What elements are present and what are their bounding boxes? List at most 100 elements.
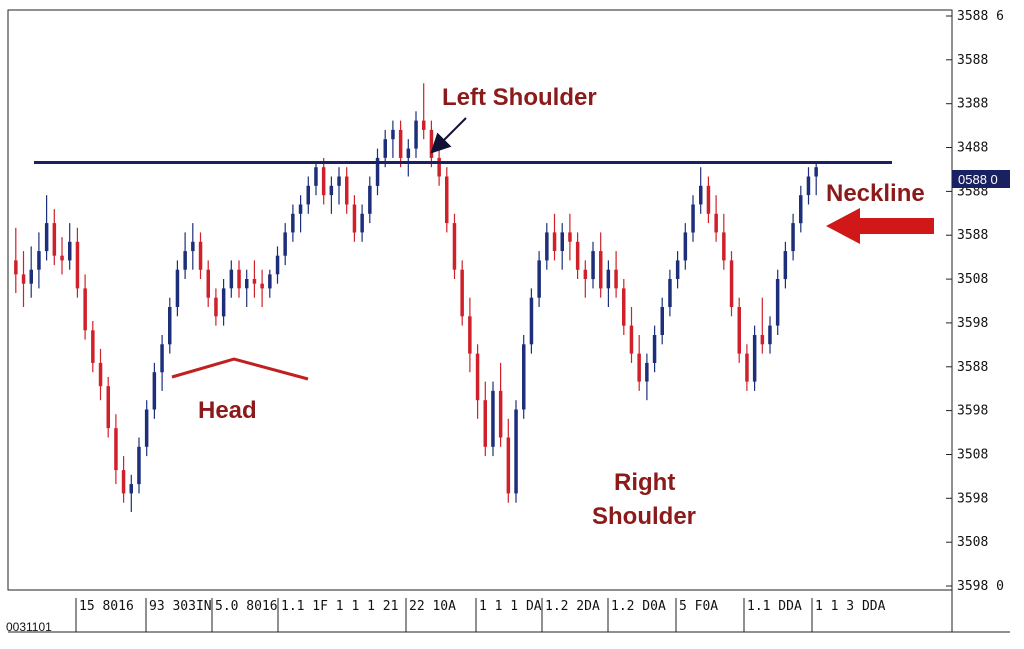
candle-body — [268, 274, 272, 289]
candle-body — [545, 232, 549, 261]
candle-body — [306, 185, 310, 205]
candle-body — [791, 223, 795, 252]
candle-body — [329, 185, 334, 196]
candle-body — [491, 390, 495, 447]
candle-body — [144, 409, 149, 447]
candle-body — [214, 297, 218, 317]
y-tick-label: 3598 — [957, 316, 988, 331]
candle-body — [722, 232, 726, 261]
candle-body — [29, 269, 33, 284]
candle-body — [152, 372, 157, 410]
y-tick-label: 3588 — [957, 53, 988, 68]
candle-body — [729, 260, 734, 307]
candle-body — [14, 260, 18, 275]
candle-body — [437, 157, 441, 177]
candle-body — [429, 129, 434, 158]
neckline-arrow — [826, 208, 934, 244]
candle-body — [191, 241, 195, 252]
candle-body — [537, 260, 541, 298]
candle-body — [614, 269, 618, 289]
y-tick-label: 3588 — [957, 184, 988, 199]
y-tick-label: 3588 6 — [957, 9, 1004, 24]
candle-body — [591, 251, 595, 280]
candle-body — [498, 390, 503, 438]
candle-body — [506, 437, 511, 494]
candle-body — [706, 185, 711, 214]
y-tick-label: 3508 — [957, 448, 988, 463]
candle-body — [806, 176, 811, 196]
candle-body — [337, 176, 341, 186]
candle-body — [37, 251, 41, 270]
y-tick-label: 3388 — [957, 97, 988, 112]
candle-body — [114, 428, 118, 471]
candle-body — [652, 335, 657, 363]
candle-body — [775, 279, 780, 326]
candle-body — [321, 167, 326, 196]
candle-body — [221, 288, 226, 317]
candle-body — [606, 269, 611, 289]
y-axis: 3588 6 3588 3388 3488 3588 3588 3508 3598 3588 35… — [946, 9, 1004, 594]
candle-body — [460, 269, 464, 317]
candle-body — [168, 307, 172, 345]
candle-body — [445, 176, 449, 224]
x-tick-label: 93 303IN — [149, 599, 212, 614]
candle-body — [768, 325, 772, 345]
candle-body — [237, 269, 241, 289]
candle-body — [760, 335, 765, 345]
y-tick-label: 3488 — [957, 141, 988, 156]
candle-body — [514, 409, 518, 494]
candle-body — [352, 204, 357, 233]
candle-body — [391, 129, 395, 140]
candle-body — [260, 283, 264, 289]
candle-body — [783, 251, 788, 280]
x-tick-label: 1 1 1 DA — [479, 599, 542, 614]
candle-body — [52, 223, 57, 256]
x-axis: 15 8016 93 303IN 5.0 8016 1.1 1F 1 1 1 21 22… — [75, 598, 886, 632]
candle-body — [360, 213, 364, 233]
candle-body — [814, 167, 818, 177]
candle-body — [121, 470, 126, 494]
candle-body — [375, 157, 380, 186]
candle-body — [691, 204, 695, 233]
candle-body — [21, 274, 26, 284]
candle-body — [637, 353, 641, 382]
candle-body — [106, 386, 110, 429]
candle-body — [314, 167, 318, 186]
candle-body — [345, 176, 349, 205]
candle-body — [629, 325, 634, 354]
head-label: Head — [198, 397, 257, 424]
y-tick-label: 3598 0 — [957, 579, 1004, 594]
neckline-label: Neckline — [826, 180, 925, 207]
x-tick-label: 15 8016 — [79, 599, 134, 614]
x-tick-label: 5 F0A — [679, 599, 718, 614]
candle-body — [83, 288, 87, 331]
candle-body — [91, 330, 95, 363]
candle-body — [675, 260, 680, 279]
candle-body — [752, 335, 757, 382]
right-shoulder-label-line2: Shoulder — [592, 503, 696, 530]
right-shoulder-label-line1: Right — [614, 469, 675, 496]
candle-body — [645, 362, 649, 382]
candle-body — [745, 353, 749, 382]
candle-body — [414, 120, 418, 149]
candle-body — [599, 251, 603, 289]
candle-body — [575, 241, 580, 270]
current-price-label: 0588 0 — [958, 172, 998, 187]
candle-body — [198, 241, 203, 270]
candle-body — [660, 307, 664, 335]
candle-body — [799, 195, 803, 224]
current-price-tag: 0588 0 — [952, 170, 1010, 188]
candle-body — [483, 400, 487, 447]
x-tick-label: 1.1 1F 1 1 1 21 — [281, 599, 398, 614]
y-tick-label: 3588 — [957, 360, 988, 375]
candle-body — [206, 269, 210, 298]
candle-body — [44, 223, 49, 252]
candle-body — [522, 344, 526, 410]
candle-body — [129, 484, 133, 494]
candle-body — [529, 297, 534, 345]
candle-body — [245, 279, 249, 289]
left-shoulder-label: Left Shoulder — [442, 84, 597, 111]
x-tick-label: 5.0 8016 — [215, 599, 278, 614]
